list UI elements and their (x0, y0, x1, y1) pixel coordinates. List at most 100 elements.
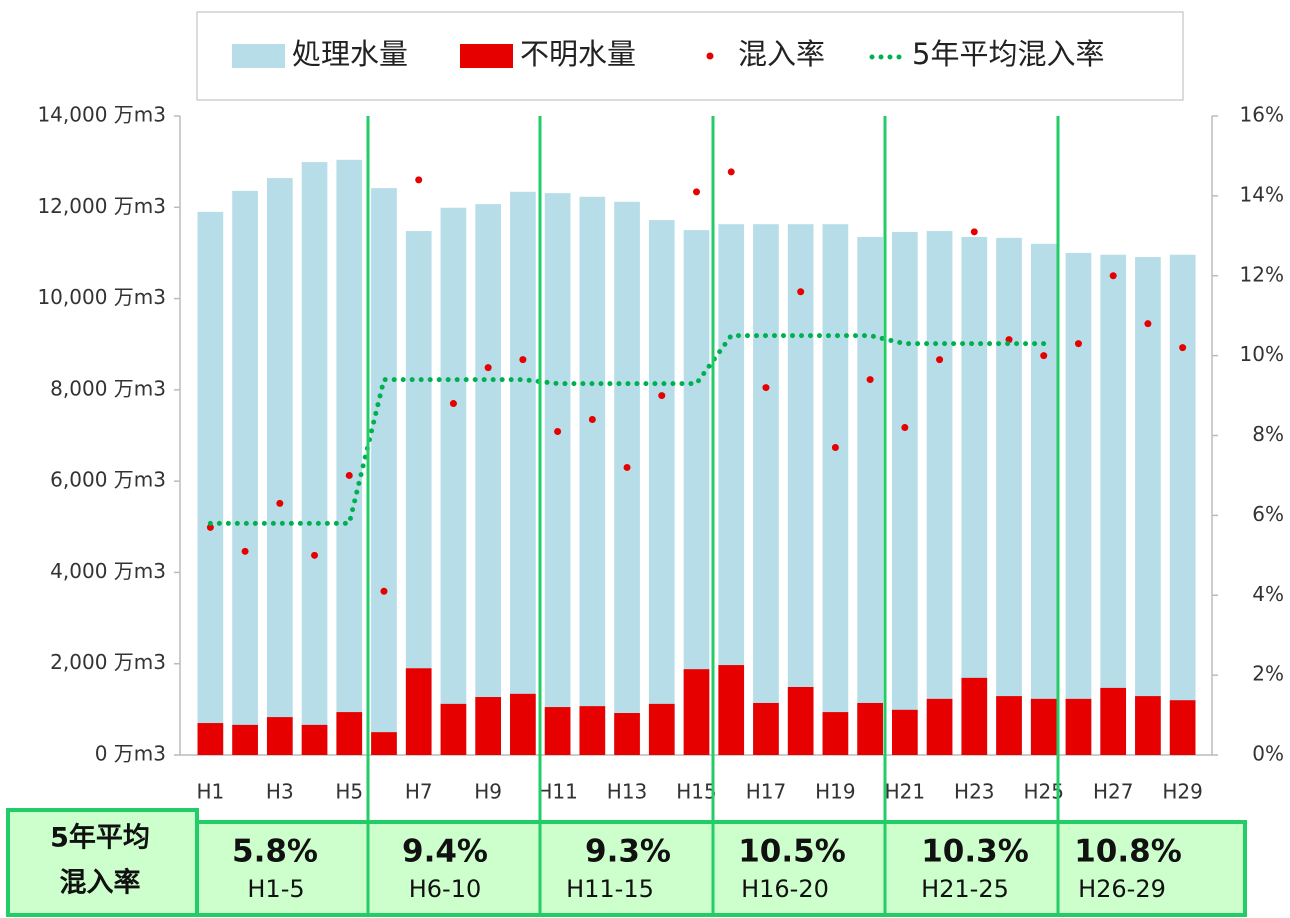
bar (614, 713, 640, 755)
x-tick-label: H9 (474, 780, 502, 804)
y2-tick-label: 10% (1240, 342, 1284, 366)
y-tick-label: 14,000 万m3 (37, 103, 166, 127)
cell-range: H16-20 (741, 875, 829, 903)
cell-range: H1-5 (247, 875, 304, 903)
bar (197, 211, 224, 756)
x-tick-label: H27 (1093, 780, 1134, 804)
x-tick-label: H23 (954, 780, 995, 804)
bar (301, 724, 328, 755)
bar (405, 231, 432, 755)
table-header: 5年平均 (50, 822, 150, 854)
bar (614, 201, 640, 755)
period-separators (366, 116, 1060, 915)
bar (232, 190, 258, 756)
bar (822, 224, 849, 755)
bar (926, 231, 953, 755)
y2-tick-label: 2% (1252, 662, 1284, 686)
bar (405, 668, 432, 755)
legend-swatch (706, 52, 714, 60)
y-tick-label: 10,000 万m3 (37, 285, 166, 309)
point (554, 428, 562, 436)
y2-tick-label: 8% (1252, 422, 1284, 446)
bar (822, 712, 849, 755)
bar (440, 703, 467, 755)
y-tick-label: 4,000 万m3 (50, 559, 166, 583)
bar (891, 231, 918, 755)
bar (753, 702, 779, 755)
bar (579, 706, 606, 755)
point (693, 188, 700, 196)
bar (266, 717, 293, 755)
bar (510, 693, 536, 755)
bar (579, 196, 606, 756)
cell-value: 10.3% (921, 834, 1029, 870)
point (727, 168, 735, 176)
bar (1100, 687, 1127, 755)
point (449, 400, 457, 408)
bar (1030, 243, 1057, 756)
point (762, 384, 770, 392)
cell-range: H11-15 (566, 875, 654, 903)
bar (961, 677, 988, 755)
cell-value: 5.8% (232, 834, 318, 870)
table-body (195, 820, 1247, 917)
bar (753, 224, 779, 755)
point (206, 523, 214, 531)
cell-range: H26-29 (1078, 875, 1166, 903)
y-tick-label: 6,000 万m3 (50, 468, 166, 492)
point (1179, 344, 1187, 352)
bar (1065, 252, 1092, 755)
bar (648, 220, 675, 755)
x-tick-label: H11 (537, 780, 578, 804)
bar (996, 696, 1022, 755)
line (207, 333, 1047, 526)
legend-box (196, 11, 1184, 101)
bar (1100, 254, 1127, 756)
cell-value: 10.8% (1074, 834, 1182, 870)
x-tick-label: H21 (885, 780, 926, 804)
bar (857, 702, 883, 755)
y-tick-label: 12,000 万m3 (37, 194, 166, 218)
y-tick-label: 2,000 万m3 (50, 650, 166, 674)
x-tick-label: H17 (746, 780, 787, 804)
bar (1135, 257, 1161, 755)
bar (787, 686, 814, 755)
x-tick-label: H7 (405, 780, 433, 804)
point (1074, 340, 1082, 348)
bar (371, 732, 397, 755)
bar (926, 698, 953, 755)
bar (475, 204, 502, 756)
point (311, 551, 319, 559)
x-tick-label: H19 (815, 780, 856, 804)
cell-value: 9.3% (585, 834, 671, 870)
y2-tick-label: 16% (1240, 103, 1284, 127)
bar (232, 724, 258, 755)
cell-range: H21-25 (921, 875, 1009, 903)
point (588, 416, 596, 424)
bar (266, 178, 293, 755)
bar (648, 703, 675, 755)
y2-tick-label: 6% (1252, 502, 1284, 526)
bar (891, 709, 918, 755)
x-tick-label: H3 (266, 780, 294, 804)
x-tick-label: H5 (335, 780, 363, 804)
bar (787, 224, 814, 755)
bar (544, 193, 571, 756)
bar (1030, 698, 1057, 755)
x-tick-label: H1 (196, 780, 224, 804)
bar (996, 237, 1022, 755)
y2-tick-label: 12% (1240, 262, 1284, 286)
table-header: 混入率 (60, 867, 141, 899)
x-tick-label: H15 (676, 780, 717, 804)
bar (718, 665, 745, 755)
point (345, 471, 353, 479)
point (484, 364, 492, 372)
y2-tick-label: 0% (1252, 742, 1284, 766)
point (380, 587, 388, 595)
point (658, 392, 666, 400)
legend-label: 混入率 (738, 37, 825, 71)
point (1144, 320, 1152, 328)
y-tick-label: 0 万m3 (95, 742, 166, 766)
legend-label: 処理水量 (292, 37, 408, 71)
